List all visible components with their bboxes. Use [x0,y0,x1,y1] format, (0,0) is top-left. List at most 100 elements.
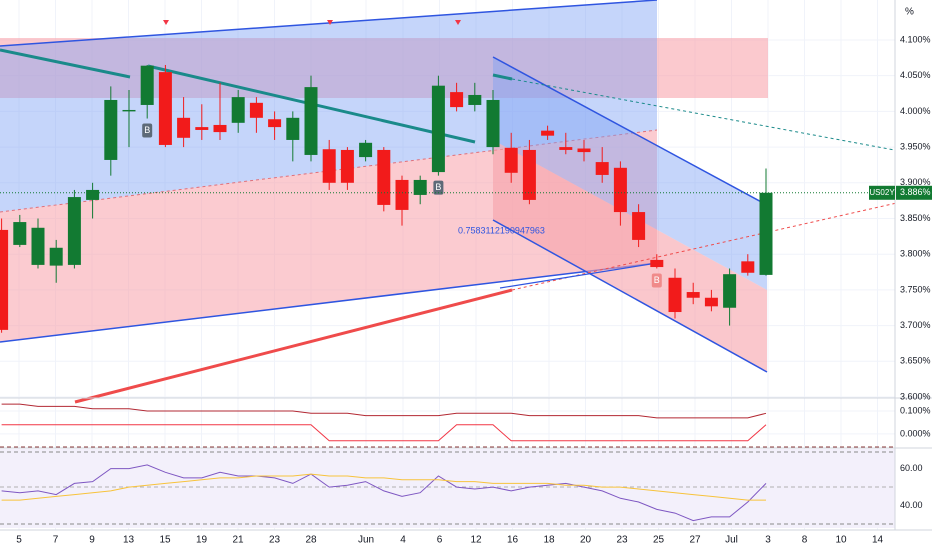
candle-body [67,197,81,265]
x-tick-label: 14 [872,535,884,546]
x-tick-label: 3 [765,535,771,546]
symbol-badge [869,185,895,200]
candle-body [322,149,336,183]
candle-body [195,127,209,130]
x-tick-label: 13 [123,535,135,546]
indicator-line [1,473,766,501]
x-tick-label: 6 [437,535,443,546]
candle-body [31,227,45,265]
x-tick-label: 15 [159,535,171,546]
candle-body [249,102,263,118]
candle-body [122,109,136,112]
indicator-line [1,424,767,442]
y-tick-label: 3.950% [900,141,931,151]
candle-body [104,99,118,160]
candle-body [377,149,391,205]
candle-body [668,277,682,313]
y-tick-label: 3.650% [900,356,931,366]
price-badge [896,185,932,200]
candle-body [741,261,755,273]
y-tick-label: 4.100% [900,34,931,44]
candle-body [49,247,63,266]
trend-line [0,48,131,79]
x-tick-label: 5 [16,535,22,546]
x-tick-label: 25 [653,535,665,546]
channel2-upper-fill [493,57,767,290]
y-tick-label: 3.800% [900,249,931,259]
signal-badge [651,273,662,288]
y-tick-label: 40.00 [900,500,923,510]
x-tick-label: 16 [507,535,519,546]
candle-body [231,97,245,123]
candle-body [613,167,627,213]
candle-body [158,72,172,145]
unit-label: % [905,7,914,18]
zone-band [0,38,768,98]
x-tick-label: 4 [400,535,406,546]
candle-body [13,222,27,245]
y-tick-label: 0.000% [900,428,931,438]
x-tick-label: 28 [305,535,317,546]
signal-label: B [435,182,441,192]
y-tick-label: 3.750% [900,284,931,294]
y-tick-label: 3.600% [900,391,931,401]
channel2-lower-fill [493,140,767,372]
candle-body [286,117,300,140]
candle-body [304,87,318,155]
x-tick-label: Jul [725,535,738,546]
drawing-line [499,262,658,289]
x-tick-label: 12 [470,535,482,546]
marks: B B B 0.7583112190947963 [0,64,895,522]
candle-body [504,147,518,173]
candle-body [268,119,282,128]
rsi-band [0,449,895,528]
candle-body [413,179,427,195]
y-tick-label: 3.900% [900,177,931,187]
channel-line [0,262,658,343]
candle-body [431,85,445,173]
signal-label: B [654,275,660,285]
candle-body [0,229,9,330]
y-tick-label: 60.00 [900,463,923,473]
price-axis-bg [895,0,932,530]
x-tick-label: 9 [89,535,95,546]
candle-body [632,212,646,240]
candle-body [723,274,737,308]
x-tick-label: 23 [269,535,281,546]
candle-body [395,179,409,210]
y-tick-label: 0.100% [900,405,931,415]
candle-body [359,142,373,158]
trend-line [492,73,513,81]
x-tick-label: 8 [802,535,808,546]
signal-label: B [144,125,150,135]
price-label: 3.886% [900,187,931,197]
candle-body [595,162,609,175]
candle-body [140,65,154,105]
channel2-line [492,219,768,373]
trend-extension [511,78,932,158]
channel-lower-fill [0,130,657,342]
x-tick-label: 27 [689,535,701,546]
candle-body [650,259,664,268]
candle-body [522,149,536,200]
candle-body [559,147,573,150]
candle-body [704,297,718,307]
x-tick-label: 18 [543,535,555,546]
x-tick-label: 19 [196,535,208,546]
candle-body [340,149,354,183]
trend-line [74,288,513,404]
indicator-line [1,403,767,419]
candle-body [577,148,591,153]
candle-body [468,94,482,105]
y-tick-label: 3.850% [900,213,931,223]
indicator-line [1,464,767,522]
signal-badge [142,123,153,138]
x-tick-label: 23 [616,535,628,546]
candle-body [450,92,464,108]
candle-body [486,99,500,148]
y-tick-label: 3.700% [900,320,931,330]
x-tick-label: 10 [835,535,847,546]
